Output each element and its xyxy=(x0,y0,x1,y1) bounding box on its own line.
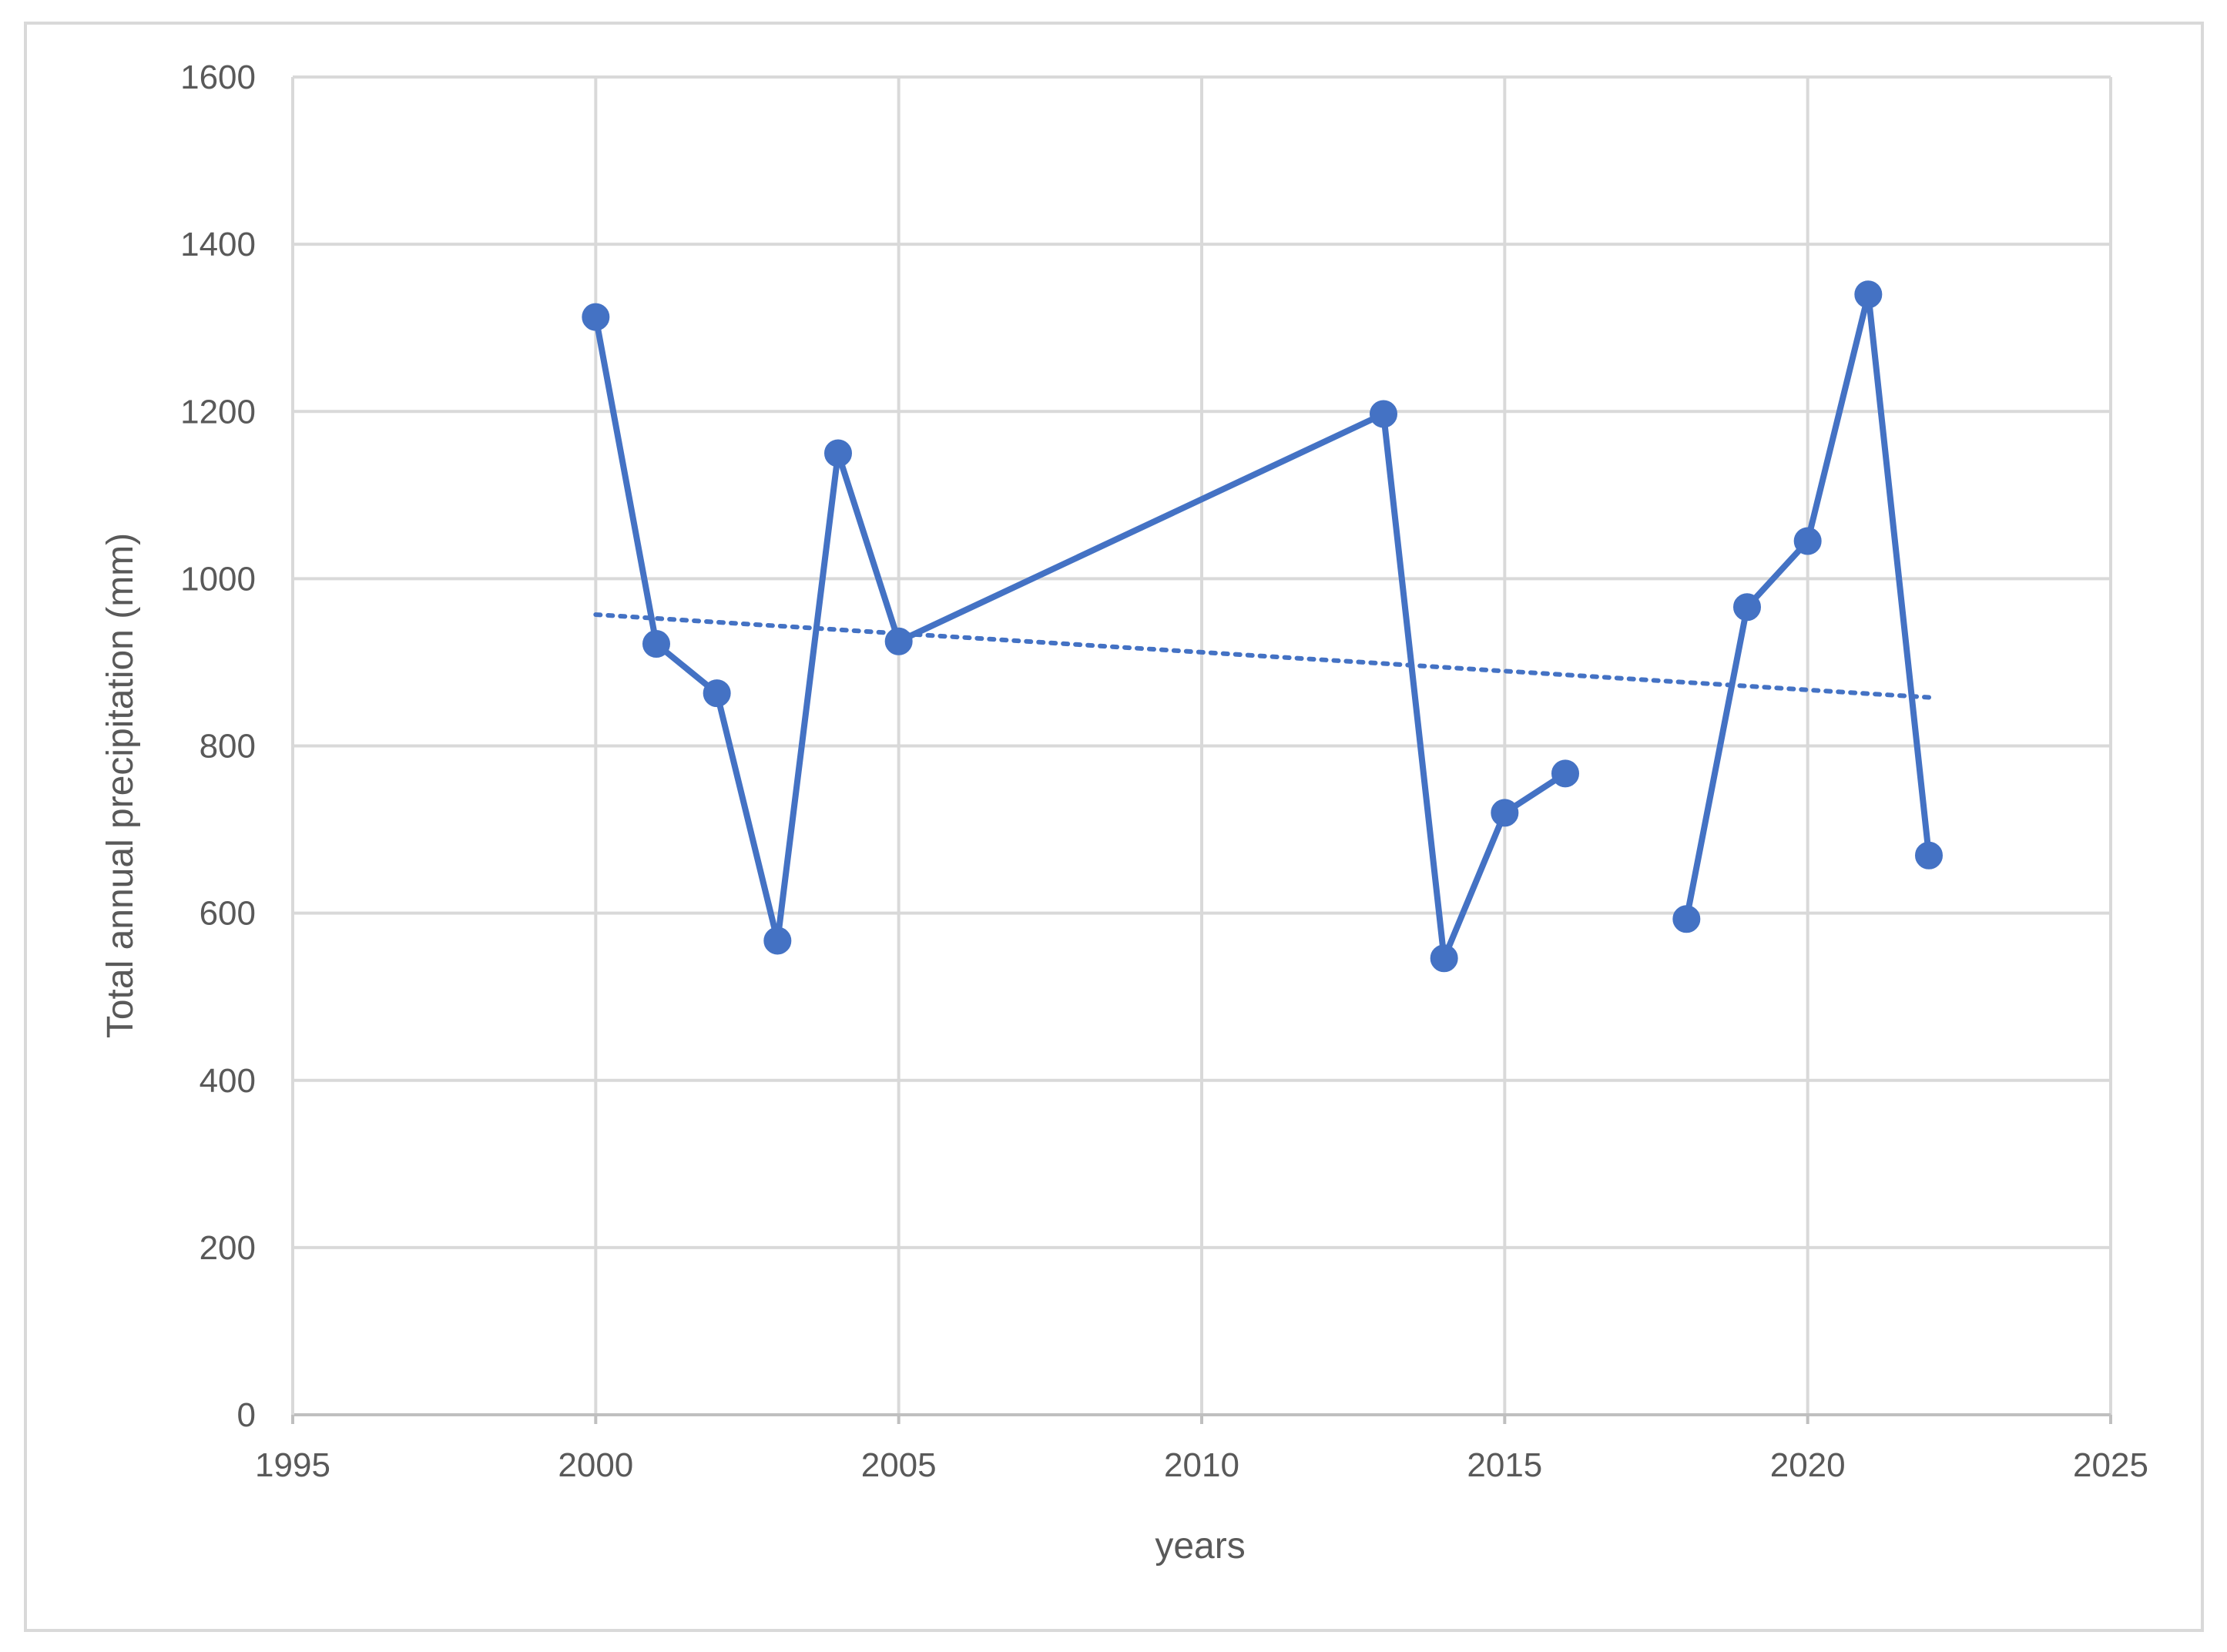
x-tick-label: 2000 xyxy=(558,1446,633,1484)
data-point xyxy=(1491,799,1519,827)
x-tick-label: 2015 xyxy=(1467,1446,1542,1484)
axes xyxy=(291,77,2112,1424)
y-tick-label: 200 xyxy=(200,1229,256,1267)
data-point xyxy=(1551,759,1579,788)
gridlines xyxy=(293,75,2112,1415)
data-point xyxy=(1430,944,1458,973)
x-tick-labels: 1995 2000 2005 2010 2015 2020 2025 xyxy=(255,1446,2148,1484)
data-point xyxy=(1370,400,1397,428)
x-tick-label: 2020 xyxy=(1770,1446,1846,1484)
x-tick-label: 2025 xyxy=(2073,1446,2148,1484)
data-point xyxy=(763,927,792,955)
data-point xyxy=(824,439,852,467)
series xyxy=(582,280,1943,973)
y-tick-label: 1000 xyxy=(180,560,256,598)
data-point xyxy=(1733,593,1761,622)
x-tick-label: 2010 xyxy=(1164,1446,1239,1484)
data-point xyxy=(1672,905,1701,933)
data-point xyxy=(1793,527,1822,555)
x-axis-title: years xyxy=(1155,1526,1245,1567)
data-point xyxy=(1854,280,1883,309)
y-axis-title: Total annual precipitation (mm) xyxy=(100,533,141,1038)
x-tick-label: 2005 xyxy=(861,1446,937,1484)
data-point xyxy=(884,627,913,655)
y-tick-label: 1600 xyxy=(180,59,256,96)
y-tick-label: 400 xyxy=(200,1062,256,1100)
data-point xyxy=(703,679,731,708)
y-tick-label: 800 xyxy=(200,728,256,766)
y-tick-label: 0 xyxy=(237,1396,256,1434)
y-tick-label: 600 xyxy=(200,895,256,933)
data-point xyxy=(642,630,670,658)
y-tick-label: 1200 xyxy=(180,393,256,431)
chart-frame xyxy=(24,22,2204,1632)
y-tick-label: 1400 xyxy=(180,226,256,263)
data-point xyxy=(582,303,610,331)
data-point xyxy=(1915,841,1943,870)
series-line xyxy=(592,313,1568,962)
y-tick-labels: 0 200 400 600 800 1000 1200 1400 1600 xyxy=(180,59,256,1434)
x-tick-label: 1995 xyxy=(255,1446,330,1484)
